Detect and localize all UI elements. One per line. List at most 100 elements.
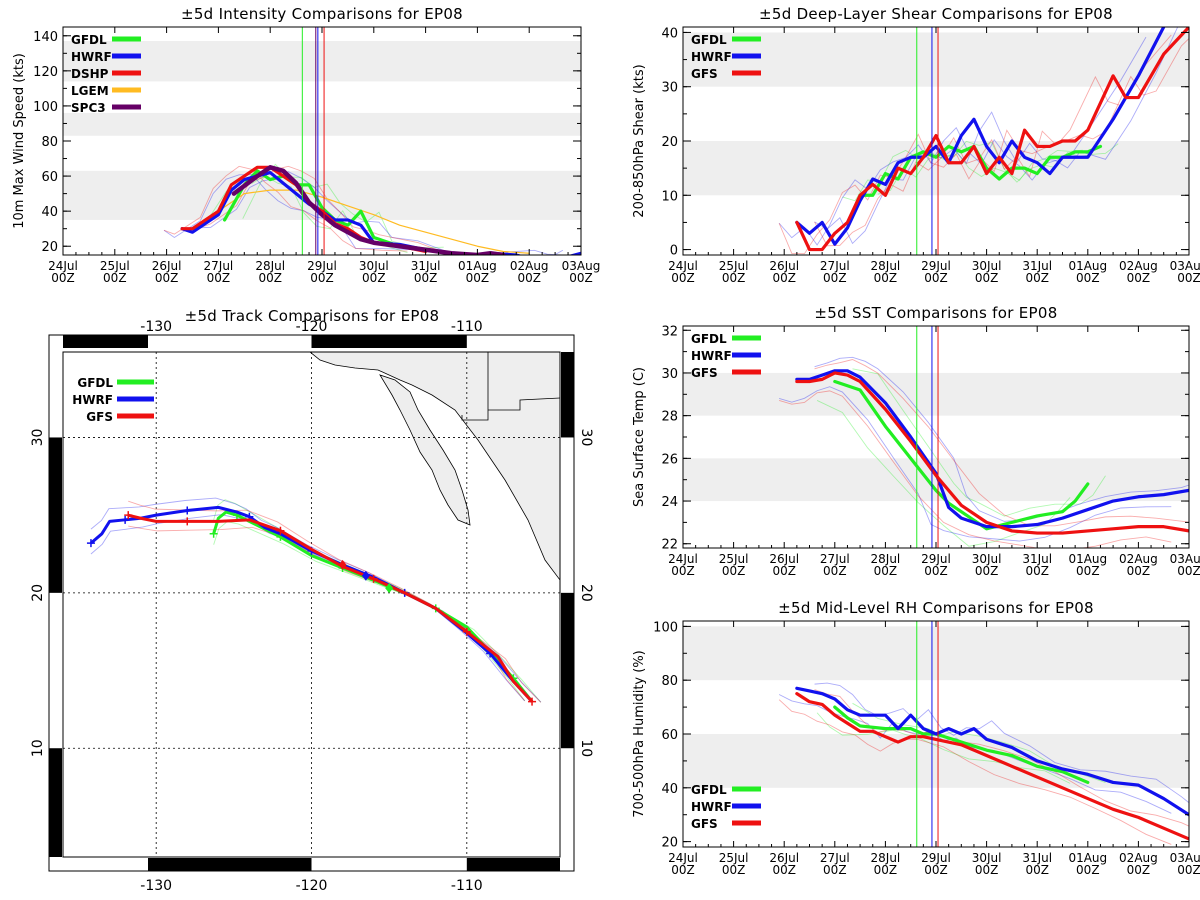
x-tick-label-hour: 00Z (772, 271, 796, 285)
shade-band (683, 626, 1189, 681)
x-tick-label-hour: 00Z (155, 271, 179, 285)
y-tick-label: 60 (661, 728, 678, 743)
x-tick-label-date: 27Jul (820, 259, 850, 273)
series-group (795, 369, 1189, 535)
x-tick-label-date: 01Aug (458, 259, 497, 273)
x-tick-label-hour: 00Z (103, 271, 127, 285)
legend-label: GFS (691, 366, 718, 380)
track-marker (209, 529, 218, 538)
legend-label: GFS (86, 410, 113, 424)
map-border-segment (561, 352, 574, 438)
x-tick-label-date: 28Jul (255, 259, 285, 273)
shade-band (683, 458, 1189, 502)
x-tick-label-date: 24Jul (668, 552, 698, 566)
y-tick-label: 22 (661, 538, 678, 553)
track-marker (528, 697, 537, 706)
y-tick-label: 24 (661, 495, 678, 510)
x-tick-label-date: 26Jul (769, 552, 799, 566)
track-line-gfs (127, 513, 534, 703)
y-tick-label: 100 (653, 620, 678, 635)
x-tick-label-hour: 00Z (517, 271, 541, 285)
lat-tick-label-right: 30 (578, 429, 594, 447)
x-tick-label-date: 24Jul (668, 851, 698, 865)
x-tick-label-hour: 00Z (823, 271, 847, 285)
state-border (488, 397, 560, 411)
x-tick-label-date: 31Jul (1022, 259, 1052, 273)
track-diamond (338, 559, 347, 570)
legend-label: GFDL (691, 33, 727, 47)
x-tick-label-hour: 00Z (51, 271, 75, 285)
track-marker (462, 627, 471, 636)
series-line-lgem (217, 189, 530, 254)
lat-tick-label-right: 20 (578, 584, 594, 602)
track-marker (369, 574, 378, 583)
y-tick-label: 20 (661, 135, 678, 150)
lon-tick-label-top: -130 (140, 319, 172, 335)
lon-tick-label-top: -120 (296, 319, 328, 335)
faint-line-gfs (814, 359, 1189, 527)
x-tick-label-date: 26Jul (769, 259, 799, 273)
baja-peninsula (379, 374, 471, 526)
x-tick-label-hour: 00Z (569, 271, 593, 285)
panel-rh: ±5d Mid-Level RH Comparisons for EP08 700… (632, 599, 1200, 877)
legend-label: LGEM (71, 84, 109, 98)
legend-label: GFS (691, 817, 718, 831)
track-marker (124, 511, 133, 520)
series-line-gfs (795, 27, 1189, 252)
lon-tick-label-bottom: -120 (296, 878, 328, 894)
lat-tick-label-left: 10 (30, 739, 46, 757)
map-frame (62, 351, 561, 858)
y-tick-label: 120 (33, 65, 58, 80)
track-marker (121, 515, 130, 524)
track-marker (183, 517, 192, 526)
x-tick-label-date: 28Jul (871, 851, 901, 865)
shade-band (63, 112, 581, 136)
series-line-hwrf (795, 369, 1189, 529)
x-tick-label-date: 30Jul (972, 259, 1002, 273)
x-tick-label-hour: 00Z (772, 863, 796, 877)
track-marker (276, 526, 285, 535)
lat-tick-label-left: 30 (30, 429, 46, 447)
faint-line-hwrf (779, 386, 1172, 542)
x-tick-label-date: 31Jul (1022, 851, 1052, 865)
x-tick-label-hour: 00Z (1025, 863, 1049, 877)
x-tick-label-date: 29Jul (921, 851, 951, 865)
faint-line-hwrf (778, 36, 1147, 246)
faint-line-gfdl (816, 400, 1071, 547)
y-tick-label: 0 (670, 244, 678, 259)
map-border-segment (311, 335, 467, 348)
series-line-spc3 (231, 165, 506, 255)
panel-shear: ±5d Deep-Layer Shear Comparisons for EP0… (632, 5, 1200, 285)
x-tick-label-date: 28Jul (871, 259, 901, 273)
x-tick-label-hour: 00Z (207, 271, 231, 285)
y-tick-label: 30 (661, 81, 678, 96)
y-axis-label: 700-500hPa Humidity (%) (632, 650, 647, 817)
x-tick-label-hour: 00Z (1127, 271, 1151, 285)
x-tick-label-date: 25Jul (719, 851, 749, 865)
x-tick-label-hour: 00Z (722, 863, 746, 877)
track-diamond (385, 583, 394, 594)
x-tick-label-hour: 00Z (823, 863, 847, 877)
panel-track: ±5d Track Comparisons for EP08 -130 -130 -1… (30, 307, 594, 894)
x-tick-label-hour: 00Z (466, 271, 490, 285)
x-tick-label-hour: 00Z (1076, 863, 1100, 877)
y-tick-label: 80 (41, 135, 58, 150)
map-border-segment (49, 748, 62, 857)
series-line-hwrf (795, 686, 1189, 817)
x-tick-label-hour: 00Z (874, 564, 898, 578)
x-tick-label-hour: 00Z (722, 564, 746, 578)
x-tick-label-hour: 00Z (1177, 271, 1200, 285)
y-tick-label: 40 (41, 205, 58, 220)
chart-title: ±5d Deep-Layer Shear Comparisons for EP0… (759, 5, 1113, 23)
y-tick-label: 30 (661, 367, 678, 382)
legend-label: HWRF (691, 800, 732, 814)
panel-sst: ±5d SST Comparisons for EP08 Sea Surface … (632, 304, 1200, 578)
chart-title: ±5d SST Comparisons for EP08 (814, 304, 1057, 322)
x-tick-label-hour: 00Z (1177, 863, 1200, 877)
lat-tick-label-right: 10 (578, 739, 594, 757)
legend-label: GFDL (77, 376, 113, 390)
x-tick-label-date: 25Jul (719, 259, 749, 273)
legend-label: HWRF (71, 50, 112, 64)
x-tick-label-hour: 00Z (671, 564, 695, 578)
